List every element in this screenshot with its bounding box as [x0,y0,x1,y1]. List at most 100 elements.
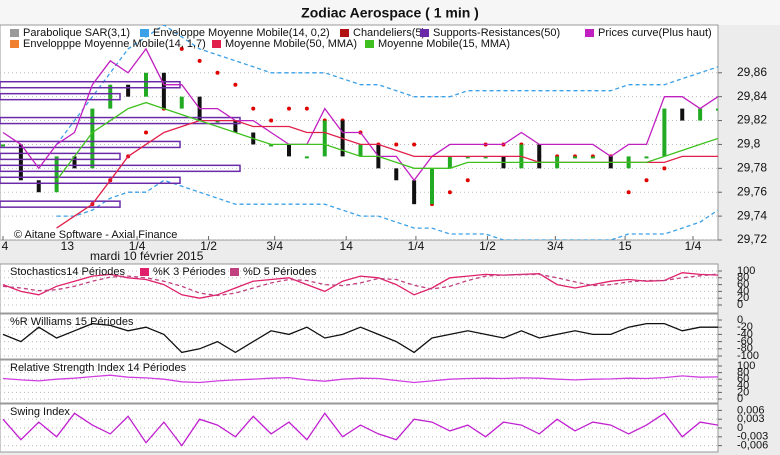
legend-label: %K 3 Périodes [153,266,226,278]
plot-area [0,403,719,453]
sar-dot [662,166,667,171]
candle [90,108,95,169]
legend-label: Moyenne Mobile(15, MMA) [378,38,510,50]
y-tick-label: 40 [737,380,749,392]
series-line [2,412,718,447]
candle [394,168,399,181]
sar-dot [233,82,238,87]
sar-dot [269,118,274,123]
y-tick-label: 29,72 [737,232,767,246]
chart-title: Zodiac Aerospace ( 1 min ) [301,5,479,21]
y-tick-label: 100 [737,265,755,277]
x-tick-label: 15 [618,239,632,253]
candle [716,108,718,111]
y-tick-label: 29,76 [737,184,767,198]
x-tick-label: 13 [61,239,75,253]
candle [465,156,470,159]
y-tick-label: -80 [737,343,753,355]
legend-label: Enveloppe Moyenne Mobile(14, 0,2) [153,27,330,39]
series-line [2,273,718,297]
y-tick-label: 29,82 [737,113,767,127]
candle [483,156,488,159]
support-level [0,164,241,173]
candle [537,144,542,169]
y-tick-label: 29,84 [737,89,767,103]
sar-dot [197,58,202,63]
candle [644,156,649,159]
panel-title: Relative Strength Index 14 Périodes [10,362,187,374]
legend-label: Chandeliers(5) [353,27,425,39]
x-tick-label: 3/4 [547,239,564,253]
candle [233,120,238,133]
y-tick-label: 29,8 [737,137,761,151]
plot-layer [0,270,718,306]
candle [269,144,274,147]
y-tick-label: 0 [737,422,743,434]
series-line [2,322,718,354]
legend-label: Supports-Resistances(50) [433,27,560,39]
y-tick-label: 0 [737,314,743,326]
x-tick-label: 1/4 [685,239,702,253]
series-line [2,47,718,182]
candle [680,108,685,121]
candle [161,72,166,109]
legend-swatch [140,268,149,276]
y-tick-label: 29,78 [737,161,767,175]
candle [412,180,417,205]
sar-dot [287,106,291,111]
sar-dot [304,106,309,111]
candle [108,84,113,109]
y-tick-label: -20 [737,321,753,333]
legend-swatch [10,40,19,48]
legend-label: Envelopppe Moyenne Mobile(14, 1,7) [23,38,206,50]
sar-dot [215,70,220,75]
y-tick-label: 0 [737,299,743,311]
sar-dot [144,130,148,135]
y-tick-label: 20 [737,292,749,304]
candle [698,108,703,121]
candle [179,96,184,109]
candle [144,72,148,97]
candle [358,144,363,157]
legend-swatch [140,29,149,37]
y-tick-label: -0,003 [737,431,768,443]
candle [215,120,220,123]
annotation: © Aitane Software - Axial Finance [14,229,177,241]
sar-dot [251,106,256,111]
y-tick-label: 80 [737,367,749,379]
support-level [0,140,181,149]
candle [662,108,667,157]
y-tick-label: -0,006 [737,440,768,452]
legend-swatch [340,29,349,37]
y-tick-label: 40 [737,285,749,297]
y-tick-label: 0,006 [737,404,765,416]
sar-dot [644,178,649,183]
candle [18,144,23,181]
plot-area [0,359,719,404]
plot-area [0,313,719,360]
y-tick-label: 60 [737,373,749,385]
candle [36,180,41,193]
legend-swatch [365,40,374,48]
support-level [0,200,121,208]
panel-title: Stochastics14 Périodes [10,266,125,278]
series-line-lower [56,179,718,240]
y-tick-label: -60 [737,336,753,348]
y-tick-label: -100 [737,350,759,362]
series-line [56,101,718,181]
sar-dot [465,178,470,183]
candle [573,156,577,159]
legend-label: Prices curve(Plus haut) [598,27,712,39]
y-tick-label: 0 [737,393,743,405]
y-tick-label: 0,003 [737,413,765,425]
support-level [0,152,121,161]
x-tick-label: 1/4 [129,239,146,253]
candle [447,156,452,169]
plot-area [0,263,719,314]
candle [322,120,327,157]
sar-dot [412,142,417,147]
x-tick-label: 14 [340,239,354,253]
candle [126,84,131,97]
legend-label: Moyenne Mobile(50, MMA) [225,38,357,50]
